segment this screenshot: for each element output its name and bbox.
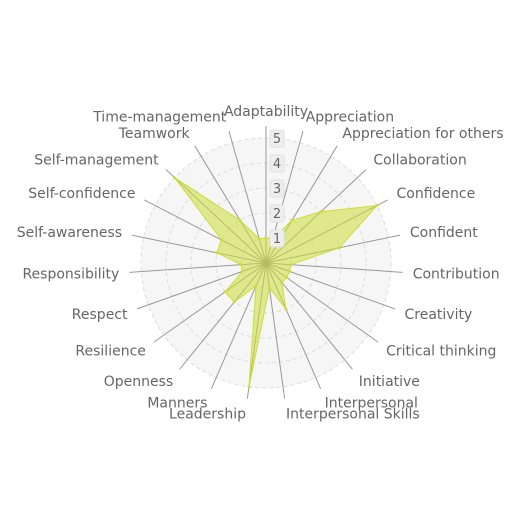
axis-label-5: Confident bbox=[410, 225, 478, 241]
svg-text:4: 4 bbox=[273, 157, 281, 172]
data-point-20[interactable] bbox=[173, 176, 177, 180]
axis-label-15: Resilience bbox=[75, 344, 145, 360]
axis-label-11: Interpersonal Skills bbox=[286, 407, 420, 423]
data-point-13[interactable] bbox=[254, 284, 258, 288]
data-point-14[interactable] bbox=[232, 300, 236, 304]
axis-label-2: Appreciation for others bbox=[342, 126, 503, 142]
tick-labels: 1 2 3 4 5 bbox=[269, 129, 285, 248]
data-point-17[interactable] bbox=[239, 263, 243, 267]
data-point-0[interactable] bbox=[264, 236, 268, 240]
axis-label-21: Teamwork bbox=[118, 126, 191, 142]
axis-label-16: Respect bbox=[72, 307, 128, 323]
axis-label-4: Confidence bbox=[397, 186, 476, 202]
data-point-8[interactable] bbox=[284, 275, 288, 279]
axis-label-7: Creativity bbox=[405, 307, 473, 323]
data-point-19[interactable] bbox=[220, 238, 224, 242]
tick-label-1: 1 bbox=[269, 229, 285, 248]
axis-label-20: Self-management bbox=[34, 152, 159, 168]
axis-label-18: Self-awareness bbox=[17, 225, 122, 241]
data-point-7[interactable] bbox=[288, 269, 292, 273]
axis-label-17: Responsibility bbox=[22, 266, 119, 282]
svg-text:2: 2 bbox=[273, 207, 281, 222]
data-point-9[interactable] bbox=[280, 280, 284, 284]
data-point-5[interactable] bbox=[337, 246, 341, 250]
data-point-22[interactable] bbox=[257, 237, 261, 241]
axis-label-3: Collaboration bbox=[373, 152, 466, 168]
tick-label-3: 3 bbox=[269, 179, 285, 198]
axis-label-12: Leadership bbox=[169, 407, 246, 423]
axis-label-19: Self-confidence bbox=[28, 186, 135, 202]
data-point-11[interactable] bbox=[267, 286, 271, 290]
axis-label-6: Contribution bbox=[413, 266, 500, 282]
axis-label-13: Manners bbox=[147, 395, 207, 411]
data-point-4[interactable] bbox=[375, 204, 379, 207]
data-point-3[interactable] bbox=[319, 210, 323, 214]
data-point-15[interactable] bbox=[223, 290, 227, 294]
grid-ring-2 bbox=[215, 212, 317, 314]
svg-text:5: 5 bbox=[273, 132, 281, 147]
tick-label-4: 4 bbox=[269, 154, 285, 173]
series-layer bbox=[173, 176, 379, 389]
svg-text:3: 3 bbox=[273, 182, 281, 197]
axis-label-8: Critical thinking bbox=[386, 344, 496, 360]
data-point-18[interactable] bbox=[215, 251, 219, 255]
data-point-16[interactable] bbox=[240, 269, 244, 273]
axis-label-14: Openness bbox=[104, 374, 173, 390]
axis-label-0: Adaptability bbox=[224, 104, 308, 120]
svg-text:1: 1 bbox=[273, 232, 281, 247]
axis-label-10: Interpersonal bbox=[325, 395, 418, 411]
data-point-12[interactable] bbox=[247, 385, 251, 389]
axis-label-1: Appreciation bbox=[306, 110, 394, 126]
tick-label-5: 5 bbox=[269, 129, 285, 148]
axis-label-22: Time-management bbox=[92, 110, 227, 126]
series-area-0 bbox=[174, 177, 379, 387]
tick-label-2: 2 bbox=[269, 204, 285, 223]
data-point-10[interactable] bbox=[284, 307, 288, 311]
data-point-6[interactable] bbox=[289, 263, 293, 267]
data-point-2[interactable] bbox=[290, 218, 294, 222]
axis-label-9: Initiative bbox=[359, 374, 420, 390]
data-point-21[interactable] bbox=[238, 218, 242, 222]
